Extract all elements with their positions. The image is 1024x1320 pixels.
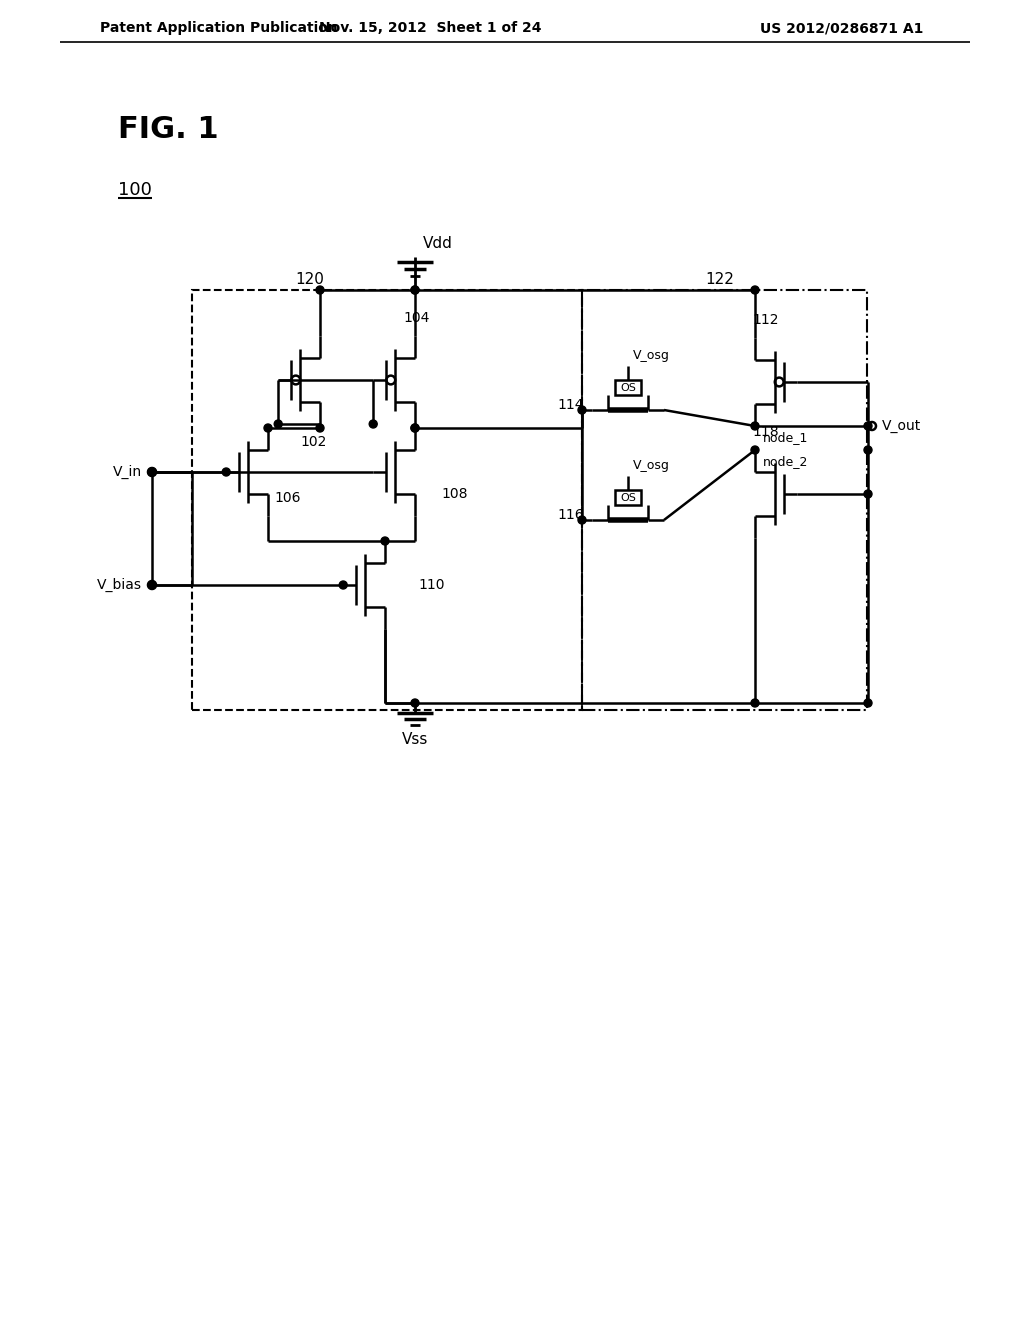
Text: V_osg: V_osg	[633, 459, 670, 473]
Text: US 2012/0286871 A1: US 2012/0286871 A1	[760, 21, 924, 36]
Circle shape	[222, 469, 230, 477]
Circle shape	[411, 700, 419, 708]
Bar	[193, 290, 582, 710]
Text: FIG. 1: FIG. 1	[118, 116, 219, 144]
Circle shape	[864, 700, 872, 708]
Text: 106: 106	[274, 491, 301, 506]
Text: OS: OS	[621, 383, 636, 392]
Circle shape	[578, 516, 586, 524]
Circle shape	[274, 420, 283, 428]
Text: 110: 110	[418, 578, 444, 591]
Circle shape	[339, 581, 347, 589]
Bar	[615, 490, 641, 506]
Text: 122: 122	[706, 272, 734, 288]
Circle shape	[864, 446, 872, 454]
Text: 118: 118	[753, 425, 779, 440]
Text: 112: 112	[753, 313, 779, 327]
Circle shape	[864, 490, 872, 498]
Circle shape	[148, 581, 156, 589]
Circle shape	[411, 424, 419, 432]
Text: Patent Application Publication: Patent Application Publication	[100, 21, 338, 36]
Text: Nov. 15, 2012  Sheet 1 of 24: Nov. 15, 2012 Sheet 1 of 24	[318, 21, 542, 36]
Circle shape	[864, 422, 872, 430]
Circle shape	[264, 424, 272, 432]
Text: V_osg: V_osg	[633, 350, 670, 363]
Text: 100: 100	[118, 181, 152, 199]
Circle shape	[578, 407, 586, 414]
Text: V_out: V_out	[882, 418, 922, 433]
Circle shape	[751, 446, 759, 454]
Text: Vdd: Vdd	[423, 236, 453, 252]
Text: 108: 108	[441, 487, 468, 502]
Circle shape	[411, 424, 419, 432]
Text: V_bias: V_bias	[97, 578, 142, 593]
Circle shape	[370, 420, 377, 428]
Bar	[615, 380, 641, 395]
Bar	[582, 290, 867, 710]
Text: 120: 120	[296, 272, 325, 288]
Circle shape	[751, 700, 759, 708]
Circle shape	[751, 286, 759, 294]
Circle shape	[751, 422, 759, 430]
Circle shape	[316, 286, 324, 294]
Text: 102: 102	[300, 434, 327, 449]
Circle shape	[316, 424, 324, 432]
Text: V_in: V_in	[113, 465, 142, 479]
Text: 104: 104	[403, 312, 430, 326]
Text: node_2: node_2	[763, 455, 808, 469]
Text: node_1: node_1	[763, 432, 808, 445]
Circle shape	[148, 469, 156, 477]
Circle shape	[411, 286, 419, 294]
Circle shape	[411, 286, 419, 294]
Circle shape	[148, 469, 156, 477]
Text: 116: 116	[557, 508, 584, 521]
Circle shape	[381, 537, 389, 545]
Text: Vss: Vss	[401, 731, 428, 747]
Circle shape	[148, 469, 156, 477]
Text: OS: OS	[621, 492, 636, 503]
Text: 114: 114	[557, 399, 584, 412]
